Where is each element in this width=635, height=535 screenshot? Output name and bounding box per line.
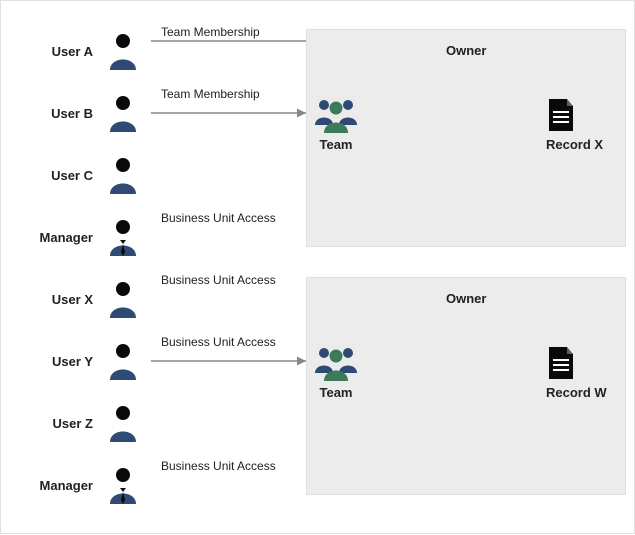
actor-row: User X (1, 269, 634, 329)
user-icon (101, 156, 145, 194)
actor-label: User X (1, 292, 101, 307)
actor-row: User C (1, 145, 634, 205)
user-icon (101, 32, 145, 70)
actor-label: User B (1, 106, 101, 121)
actor-label: User C (1, 168, 101, 183)
actor-label: Manager (1, 230, 101, 245)
user-icon (101, 404, 145, 442)
edge-label: Business Unit Access (161, 459, 276, 473)
user-icon (101, 342, 145, 380)
actor-row: User B (1, 83, 634, 143)
user-icon (101, 94, 145, 132)
edge-label: Business Unit Access (161, 335, 276, 349)
actor-label: User Y (1, 354, 101, 369)
edge-label: Business Unit Access (161, 211, 276, 225)
edge-label: Team Membership (161, 87, 260, 101)
manager-icon (101, 218, 145, 256)
actor-row: Manager (1, 207, 634, 267)
actor-label: User A (1, 44, 101, 59)
actor-row: User A (1, 21, 634, 81)
actor-row: User Y (1, 331, 634, 391)
manager-icon (101, 466, 145, 504)
actor-label: Manager (1, 478, 101, 493)
edge-label: Business Unit Access (161, 273, 276, 287)
user-icon (101, 280, 145, 318)
actor-row: Manager (1, 455, 634, 515)
actor-label: User Z (1, 416, 101, 431)
edge-label: Team Membership (161, 25, 260, 39)
actor-row: User Z (1, 393, 634, 453)
